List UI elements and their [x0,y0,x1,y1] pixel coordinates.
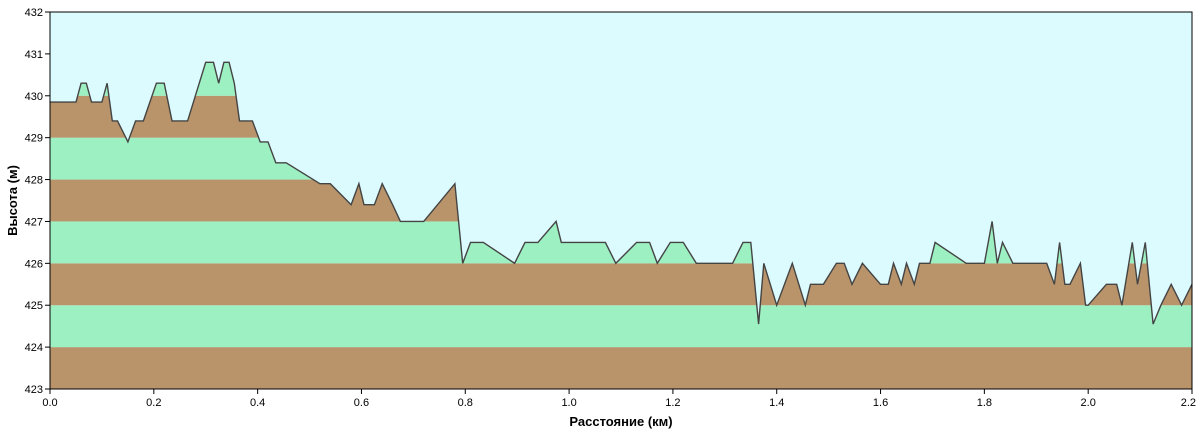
y-tick-label: 423 [25,384,43,396]
x-tick-label: 0.0 [42,397,57,409]
plot-frame [49,11,1193,390]
x-tick-label: 1.8 [977,397,992,409]
x-tick-label: 0.4 [250,397,265,409]
x-tick-label: 0.2 [146,397,161,409]
y-tick-label: 431 [25,49,43,61]
y-tick-label: 426 [25,258,43,270]
y-tick-label: 432 [25,7,43,19]
elevation-band [50,347,1192,389]
x-tick-label: 1.2 [665,397,680,409]
x-tick-label: 0.6 [354,397,369,409]
elevation-band [50,263,1192,306]
elevation-profile-line [50,61,1193,325]
elevation-band [50,305,1192,348]
y-axis-ticks: 423 424 425 426 427 428 429 430 431 432 [25,7,50,396]
y-tick-label: 427 [25,216,43,228]
y-tick-label: 430 [25,91,43,103]
y-tick-label: 428 [25,175,43,187]
sky-area [50,12,1192,325]
x-tick-label: 2.2 [1181,397,1196,409]
x-axis-title: Расстояние (км) [569,414,672,429]
x-tick-label: 1.0 [561,397,576,409]
y-tick-label: 424 [25,342,43,354]
x-tick-label: 1.6 [873,397,888,409]
x-tick-label: 0.8 [458,397,473,409]
y-tick-label: 425 [25,300,43,312]
y-axis-title: Высота (м) [5,165,20,236]
x-axis-ticks: 0.0 0.2 0.4 0.6 0.8 1.0 1.2 1.4 1.6 1.8 2.0 2.2 [42,389,1196,409]
y-tick-label: 429 [25,133,43,145]
x-tick-label: 1.4 [769,397,784,409]
x-tick-label: 2.0 [1081,397,1096,409]
